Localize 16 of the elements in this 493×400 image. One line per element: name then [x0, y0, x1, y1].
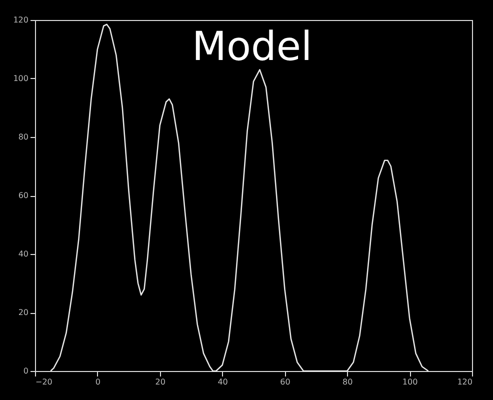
y-tick-label: 80 [18, 132, 28, 142]
x-tick-label: 80 [342, 378, 353, 386]
y-tick-label: 120 [13, 16, 28, 24]
x-tick-label: 20 [155, 378, 166, 386]
y-tick-label: 40 [18, 250, 28, 258]
x-tick-label: 60 [280, 378, 290, 386]
y-tick-label: 20 [18, 308, 28, 317]
chart-title: Model [192, 24, 312, 70]
x-tick-label: 100 [402, 378, 418, 386]
x-tick-label: 120 [457, 378, 472, 386]
x-tick-label: 0 [95, 378, 100, 386]
y-tick-label: 0 [23, 366, 28, 376]
y-tick-label: 100 [13, 74, 28, 83]
x-tick-label: 40 [218, 378, 228, 386]
y-tick-label: 60 [18, 191, 28, 200]
x-tick-label: −20 [36, 378, 52, 386]
